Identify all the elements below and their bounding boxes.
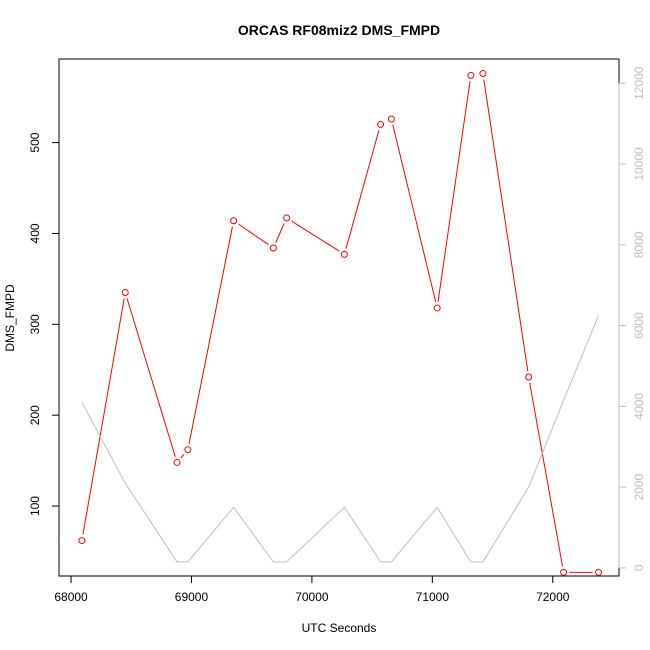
data-point: [479, 70, 487, 78]
y2-tick-label: 0: [632, 564, 646, 571]
data-point: [340, 250, 348, 258]
y2-tick-label: 12000: [632, 66, 646, 100]
series-segment: [238, 223, 269, 246]
series-segment: [188, 226, 233, 444]
y-tick-label: 100: [28, 496, 42, 516]
series-segment: [437, 81, 471, 303]
series-segment: [275, 223, 285, 243]
data-point: [283, 214, 291, 222]
data-point: [173, 458, 181, 466]
y-axis-right: 0 2000 4000 6000 8000 10000 12000: [618, 66, 646, 571]
series-right-axis: [81, 315, 599, 563]
data-point: [230, 217, 238, 225]
y-tick-label: 500: [28, 132, 42, 152]
x-tick-label: 68000: [54, 590, 88, 604]
y2-tick-label: 8000: [632, 231, 646, 258]
y2-tick-label: 4000: [632, 393, 646, 420]
data-point: [595, 568, 603, 576]
y-tick-label: 400: [28, 223, 42, 243]
series-segment: [126, 298, 176, 457]
data-point: [525, 373, 533, 381]
data-point: [377, 120, 385, 128]
series-segment: [392, 124, 437, 303]
series-segment: [291, 220, 340, 252]
series-segment: [82, 298, 125, 535]
x-tick-label: 69000: [175, 590, 209, 604]
chart-title: ORCAS RF08miz2 DMS_FMPD: [238, 22, 440, 38]
x-tick-label: 70000: [295, 590, 329, 604]
y-axis-label: DMS_FMPD: [3, 284, 17, 352]
y2-tick-label: 2000: [632, 473, 646, 500]
series-segment: [180, 453, 185, 459]
y-axis-left: 100 200 300 400 500: [28, 132, 60, 516]
x-tick-label: 72000: [536, 590, 570, 604]
series-layer: [78, 70, 603, 576]
data-point: [433, 304, 441, 312]
data-point: [560, 568, 568, 576]
series-line: [81, 315, 599, 563]
data-point: [467, 71, 475, 79]
data-point: [184, 446, 192, 454]
data-point: [121, 289, 129, 297]
series-segment: [529, 382, 564, 567]
x-tick-label: 71000: [416, 590, 450, 604]
y2-tick-label: 6000: [632, 312, 646, 339]
y-tick-label: 200: [28, 405, 42, 425]
data-point: [269, 244, 277, 252]
series-segment: [483, 79, 529, 372]
x-axis: 68000 69000 70000 71000 72000: [54, 575, 570, 604]
series-left-axis: [78, 70, 603, 576]
y2-tick-label: 10000: [632, 147, 646, 181]
data-point: [78, 537, 86, 545]
y-tick-label: 300: [28, 314, 42, 334]
series-segment: [345, 130, 380, 249]
x-axis-label: UTC Seconds: [302, 621, 377, 635]
data-point: [387, 115, 395, 123]
